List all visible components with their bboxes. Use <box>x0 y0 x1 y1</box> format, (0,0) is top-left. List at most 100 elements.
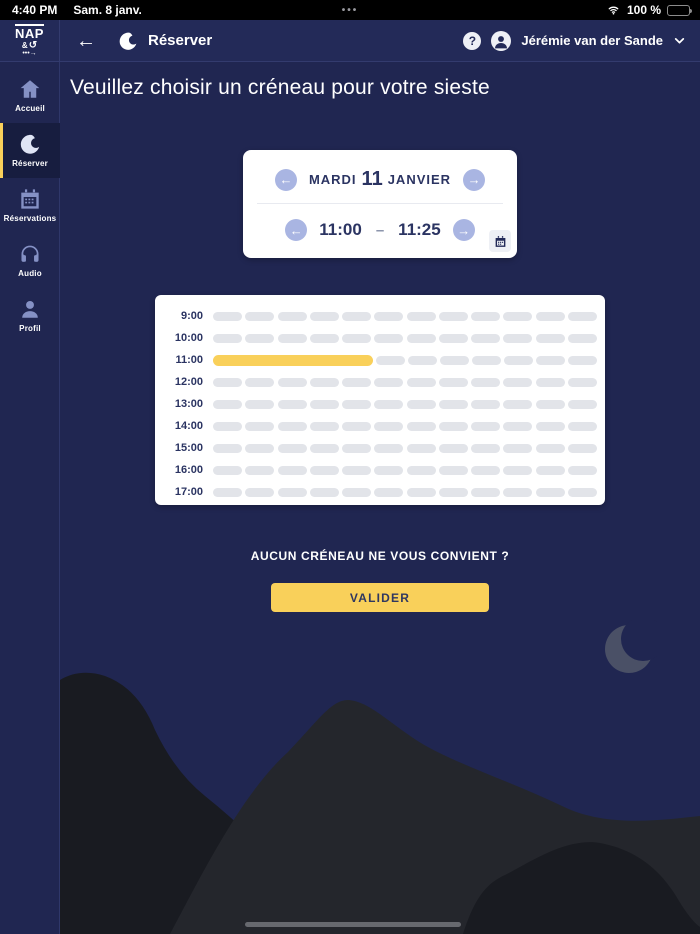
time-slot[interactable] <box>213 399 242 409</box>
time-slot[interactable] <box>503 421 533 431</box>
time-slot[interactable] <box>374 311 404 321</box>
sidebar-item-accueil[interactable]: Accueil <box>0 68 60 123</box>
time-slot[interactable] <box>406 377 436 387</box>
time-slot[interactable] <box>438 311 468 321</box>
time-slot[interactable] <box>408 355 437 365</box>
time-slot[interactable] <box>440 355 469 365</box>
home-indicator[interactable] <box>245 922 461 927</box>
time-slot[interactable] <box>245 377 275 387</box>
time-slot[interactable] <box>406 443 436 453</box>
sidebar-item-profil[interactable]: Profil <box>0 288 60 343</box>
no-slot-link[interactable]: AUCUN CRÉNEAU NE VOUS CONVIENT ? <box>250 549 510 563</box>
time-slot[interactable] <box>567 487 597 497</box>
time-slot[interactable] <box>503 465 533 475</box>
time-slot[interactable] <box>213 487 242 497</box>
time-slot[interactable] <box>342 311 372 321</box>
time-slot[interactable] <box>245 311 275 321</box>
time-slot[interactable] <box>277 465 307 475</box>
time-slot[interactable] <box>567 399 597 409</box>
time-slot[interactable] <box>438 465 468 475</box>
time-slot[interactable] <box>374 377 404 387</box>
time-slot[interactable] <box>374 333 404 343</box>
time-slot[interactable] <box>471 465 501 475</box>
time-slot[interactable] <box>536 355 565 365</box>
time-slot[interactable] <box>567 311 597 321</box>
time-slot[interactable] <box>309 487 339 497</box>
time-slot[interactable] <box>376 355 405 365</box>
time-slot[interactable] <box>406 333 436 343</box>
help-button[interactable]: ? <box>463 31 482 50</box>
sidebar-item-audio[interactable]: Audio <box>0 233 60 288</box>
user-avatar[interactable] <box>491 30 512 51</box>
time-slot[interactable] <box>245 465 275 475</box>
time-slot[interactable] <box>471 421 501 431</box>
time-slot[interactable] <box>374 421 404 431</box>
time-slot[interactable] <box>438 333 468 343</box>
time-slot[interactable] <box>277 421 307 431</box>
sidebar-item-reservations[interactable]: Réservations <box>0 178 60 233</box>
time-slot[interactable] <box>471 377 501 387</box>
time-slot[interactable] <box>277 333 307 343</box>
time-slot[interactable] <box>245 399 275 409</box>
time-slot[interactable] <box>309 377 339 387</box>
time-slot[interactable] <box>471 487 501 497</box>
time-slot[interactable] <box>277 487 307 497</box>
app-logo[interactable]: NAP & ↺ •••→ <box>0 20 60 61</box>
time-slot[interactable] <box>567 465 597 475</box>
time-slot[interactable] <box>277 443 307 453</box>
selected-time-range-bar[interactable] <box>213 354 373 366</box>
time-slot[interactable] <box>245 333 275 343</box>
time-slot[interactable] <box>342 465 372 475</box>
time-slot[interactable] <box>503 443 533 453</box>
time-slot[interactable] <box>535 465 565 475</box>
time-slot[interactable] <box>277 399 307 409</box>
time-slot[interactable] <box>374 443 404 453</box>
time-slot[interactable] <box>342 487 372 497</box>
time-slot[interactable] <box>535 487 565 497</box>
time-slot[interactable] <box>438 377 468 387</box>
user-name[interactable]: Jérémie van der Sande <box>521 33 663 48</box>
time-slot[interactable] <box>471 311 501 321</box>
time-slot[interactable] <box>213 443 242 453</box>
time-slot[interactable] <box>535 311 565 321</box>
time-slot[interactable] <box>503 399 533 409</box>
time-slot[interactable] <box>503 487 533 497</box>
time-slot[interactable] <box>406 421 436 431</box>
time-slot[interactable] <box>568 355 597 365</box>
back-button[interactable]: ← <box>76 29 96 52</box>
time-slot[interactable] <box>503 333 533 343</box>
time-slot[interactable] <box>309 311 339 321</box>
time-slot[interactable] <box>504 355 533 365</box>
time-slot[interactable] <box>374 399 404 409</box>
time-slot[interactable] <box>471 333 501 343</box>
time-slot[interactable] <box>342 443 372 453</box>
time-slot[interactable] <box>213 465 242 475</box>
time-slot[interactable] <box>438 421 468 431</box>
time-slot[interactable] <box>567 443 597 453</box>
time-slot[interactable] <box>535 443 565 453</box>
time-slot[interactable] <box>374 487 404 497</box>
time-slot[interactable] <box>406 399 436 409</box>
time-slot[interactable] <box>438 487 468 497</box>
time-slot[interactable] <box>503 311 533 321</box>
time-slot[interactable] <box>245 487 275 497</box>
time-slot[interactable] <box>309 421 339 431</box>
next-day-button[interactable]: → <box>463 168 486 191</box>
time-slot[interactable] <box>472 355 501 365</box>
time-slot[interactable] <box>309 399 339 409</box>
time-slot[interactable] <box>406 311 436 321</box>
sidebar-item-reserver[interactable]: Réserver <box>0 123 60 178</box>
time-slot[interactable] <box>342 377 372 387</box>
time-slot[interactable] <box>567 421 597 431</box>
time-slot[interactable] <box>342 399 372 409</box>
time-slot[interactable] <box>567 333 597 343</box>
time-slot[interactable] <box>535 377 565 387</box>
time-slot[interactable] <box>245 443 275 453</box>
time-slot[interactable] <box>438 399 468 409</box>
time-slot[interactable] <box>438 443 468 453</box>
time-slot[interactable] <box>471 443 501 453</box>
time-slot[interactable] <box>309 443 339 453</box>
time-slot[interactable] <box>535 421 565 431</box>
next-time-button[interactable]: → <box>452 219 475 241</box>
validate-button[interactable]: VALIDER <box>271 583 489 612</box>
